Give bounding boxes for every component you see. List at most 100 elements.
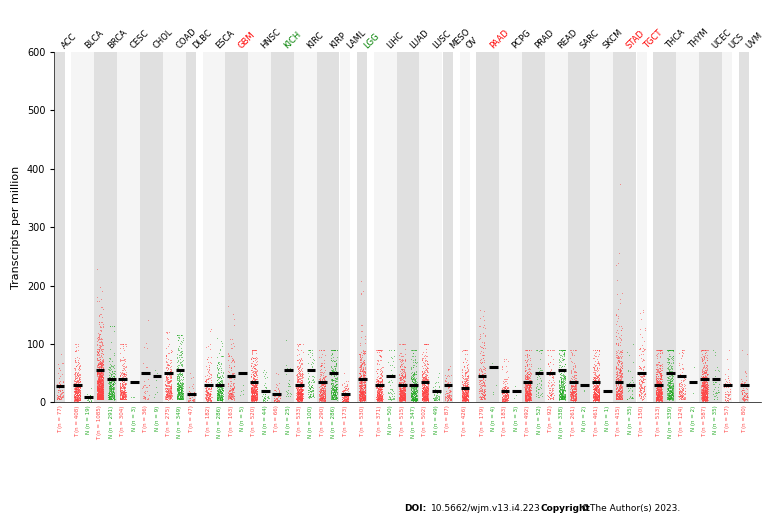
Point	[587, 377, 600, 385]
Point	[95, 394, 107, 402]
Point	[650, 396, 663, 405]
Point	[409, 354, 421, 363]
Point	[94, 376, 106, 384]
Point	[291, 388, 303, 396]
Point	[650, 372, 662, 380]
Point	[91, 369, 103, 378]
Point	[270, 394, 283, 402]
Point	[96, 381, 108, 389]
Point	[420, 388, 433, 396]
Point	[587, 380, 600, 389]
Point	[354, 369, 366, 378]
Point	[461, 396, 473, 404]
Point	[338, 392, 350, 400]
Point	[654, 372, 667, 380]
Point	[319, 392, 331, 400]
Point	[370, 378, 382, 386]
Point	[120, 395, 132, 403]
Point	[164, 359, 176, 367]
Point	[329, 393, 342, 401]
Point	[699, 388, 711, 396]
Point	[246, 387, 259, 395]
Point	[654, 396, 667, 404]
Point	[246, 389, 258, 397]
Point	[246, 396, 258, 404]
Point	[555, 346, 567, 354]
Point	[354, 388, 367, 396]
Point	[69, 377, 82, 385]
Point	[291, 386, 303, 394]
Point	[695, 389, 708, 397]
Point	[651, 393, 664, 401]
Point	[665, 395, 678, 403]
Point	[459, 386, 472, 394]
Point	[200, 379, 212, 388]
Point	[615, 391, 628, 399]
Point	[249, 389, 262, 397]
Point	[70, 358, 82, 366]
Point	[92, 379, 104, 387]
Point	[661, 393, 674, 401]
Point	[566, 388, 578, 396]
Point	[245, 392, 257, 400]
Point	[654, 390, 667, 398]
Point	[569, 395, 581, 404]
Point	[95, 367, 107, 376]
Point	[338, 392, 350, 400]
Point	[249, 389, 261, 397]
Point	[374, 356, 386, 364]
Point	[697, 389, 709, 397]
Point	[650, 381, 662, 390]
Point	[395, 356, 408, 364]
Point	[532, 384, 545, 393]
Point	[91, 392, 103, 400]
Point	[269, 389, 281, 397]
Point	[214, 394, 226, 402]
Point	[405, 380, 417, 389]
Point	[329, 384, 342, 393]
Point	[372, 378, 385, 386]
Point	[697, 389, 709, 397]
Point	[117, 359, 130, 367]
Point	[408, 346, 420, 354]
Point	[545, 390, 558, 398]
Point	[92, 388, 105, 396]
Point	[614, 387, 626, 395]
Point	[524, 391, 536, 399]
Point	[117, 383, 130, 392]
Point	[295, 396, 308, 405]
Point	[319, 372, 331, 380]
Point	[699, 375, 712, 383]
Point	[161, 395, 173, 404]
Point	[419, 388, 431, 396]
Point	[160, 374, 172, 382]
Point	[302, 375, 315, 383]
Point	[651, 380, 664, 388]
Point	[317, 385, 329, 394]
Point	[358, 364, 371, 373]
Point	[74, 394, 86, 402]
Point	[355, 361, 368, 369]
Point	[700, 396, 713, 404]
Point	[664, 384, 676, 392]
Point	[700, 368, 713, 376]
Point	[589, 395, 601, 403]
Point	[421, 388, 434, 396]
Point	[354, 361, 367, 369]
Point	[661, 358, 674, 366]
Point	[555, 377, 567, 385]
Point	[523, 396, 535, 405]
Point	[650, 386, 663, 394]
Point	[676, 347, 688, 356]
Point	[477, 329, 490, 337]
Point	[664, 390, 677, 398]
Point	[92, 380, 105, 388]
Point	[376, 382, 388, 390]
Point	[632, 384, 645, 393]
Point	[655, 385, 667, 394]
Point	[557, 392, 570, 400]
Point	[295, 392, 308, 400]
Point	[587, 375, 600, 383]
Point	[458, 394, 470, 402]
Point	[587, 385, 600, 393]
